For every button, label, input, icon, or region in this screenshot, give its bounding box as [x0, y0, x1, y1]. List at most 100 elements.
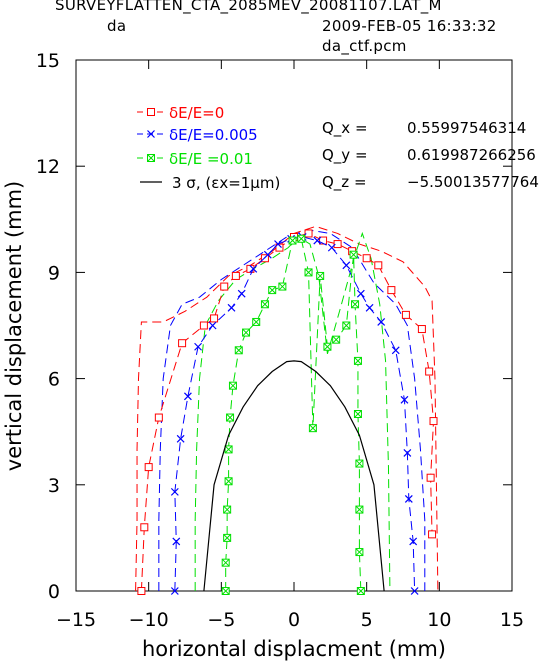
- data-point: [147, 154, 155, 162]
- data-point: [313, 236, 322, 245]
- data-point: [178, 339, 187, 348]
- data-point: [316, 271, 325, 280]
- x-tick-label: −15: [56, 609, 96, 631]
- data-point: [227, 303, 236, 312]
- marker-stroke: [356, 587, 365, 595]
- data-point: [404, 495, 413, 503]
- marker-stroke: [409, 537, 418, 546]
- data-point: [210, 314, 219, 323]
- data-point: [425, 367, 434, 376]
- marker-stroke: [288, 236, 297, 245]
- marker-stroke: [354, 357, 362, 365]
- data-point: [353, 356, 362, 365]
- marker-stroke: [170, 487, 179, 496]
- legend-label: δE/E=0.005: [169, 126, 258, 144]
- data-point: [234, 346, 243, 355]
- data-point: [172, 537, 181, 546]
- data-point: [194, 342, 203, 351]
- tune-row: Q_y = 0.619987266256: [322, 146, 536, 165]
- marker-stroke: [400, 395, 409, 404]
- marker-stroke: [355, 505, 364, 514]
- marker-stroke: [274, 240, 282, 249]
- data-point: [391, 346, 400, 355]
- tune-readout: Q_x = 0.55997546314 Q_y = 0.619987266256 Q_z…: [322, 119, 539, 192]
- data-point: [221, 587, 230, 595]
- envelope-line: [158, 229, 426, 591]
- x-tick-label: 0: [288, 609, 300, 631]
- marker-stroke: [223, 534, 232, 542]
- data-point: [355, 548, 364, 557]
- marker-stroke: [309, 424, 317, 433]
- data-point: [426, 473, 435, 482]
- data-point: [308, 424, 317, 433]
- series-line: [174, 236, 416, 592]
- data-point: [224, 445, 233, 454]
- data-point: [237, 289, 246, 298]
- marker-stroke: [349, 250, 358, 259]
- x-tick-label: −5: [207, 609, 235, 631]
- data-point: [154, 413, 163, 422]
- marker-stroke: [229, 381, 237, 390]
- plot-frame: [75, 59, 513, 592]
- x-axis-label: horizontal displacment (mm): [142, 637, 446, 661]
- tune-value: 0.55997546314: [407, 119, 526, 137]
- data-point: [208, 321, 217, 330]
- x-tick-label: −10: [129, 609, 169, 631]
- series-2: [221, 234, 365, 595]
- data-point: [342, 261, 351, 270]
- data-point: [377, 318, 386, 326]
- envelopes: [135, 225, 439, 592]
- data-point: [403, 449, 412, 457]
- marker-stroke: [410, 587, 419, 595]
- data-point: [228, 381, 237, 390]
- data-point: [226, 413, 235, 422]
- data-point: [400, 395, 409, 404]
- data-point: [355, 505, 364, 514]
- marker-stroke: [263, 250, 272, 259]
- tune-row: Q_z = −5.50013577764: [322, 173, 539, 192]
- data-point: [401, 310, 410, 319]
- data-point: [242, 328, 251, 337]
- x-tick-label: 5: [361, 609, 373, 631]
- x-tick-label: 15: [500, 609, 524, 631]
- series-line: [225, 238, 362, 592]
- data-point: [144, 463, 153, 472]
- marker-stroke: [224, 445, 233, 454]
- marker-stroke: [403, 449, 412, 457]
- data-point: [297, 234, 306, 243]
- data-point: [268, 286, 277, 295]
- data-point: [323, 342, 332, 351]
- data-point: [374, 261, 383, 270]
- marker-stroke: [176, 434, 185, 443]
- tune-value: 0.619987266256: [407, 146, 536, 164]
- marker-stroke: [356, 289, 365, 298]
- data-point: [221, 558, 230, 567]
- marker-stroke: [268, 286, 277, 294]
- marker-stroke: [147, 130, 155, 138]
- marker-stroke: [226, 413, 234, 422]
- data-point: [356, 289, 365, 298]
- plot-title: SURVEYFLATTEN_CTA_2085MEV_20081107.LAT_M: [55, 0, 442, 14]
- data-point: [223, 505, 232, 514]
- y-tick-label: 3: [48, 475, 60, 497]
- y-tick-label: 12: [36, 156, 60, 178]
- data-point: [365, 303, 374, 312]
- marker-stroke: [223, 505, 232, 514]
- marker-stroke: [316, 272, 325, 280]
- envelope-line: [194, 231, 391, 592]
- data-point: [170, 487, 179, 496]
- y-tick-label: 15: [36, 50, 60, 72]
- marker-stroke: [170, 587, 179, 595]
- data-point: [417, 325, 426, 334]
- marker-stroke: [354, 410, 362, 418]
- marker-stroke: [252, 318, 261, 326]
- data-point: [387, 286, 396, 295]
- data-point: [137, 587, 146, 595]
- data-point: [356, 587, 365, 595]
- y-tick-label: 6: [48, 369, 60, 391]
- data-point: [349, 250, 358, 259]
- marker-stroke: [365, 303, 374, 312]
- marker-stroke: [377, 318, 386, 326]
- marker-stroke: [327, 243, 336, 252]
